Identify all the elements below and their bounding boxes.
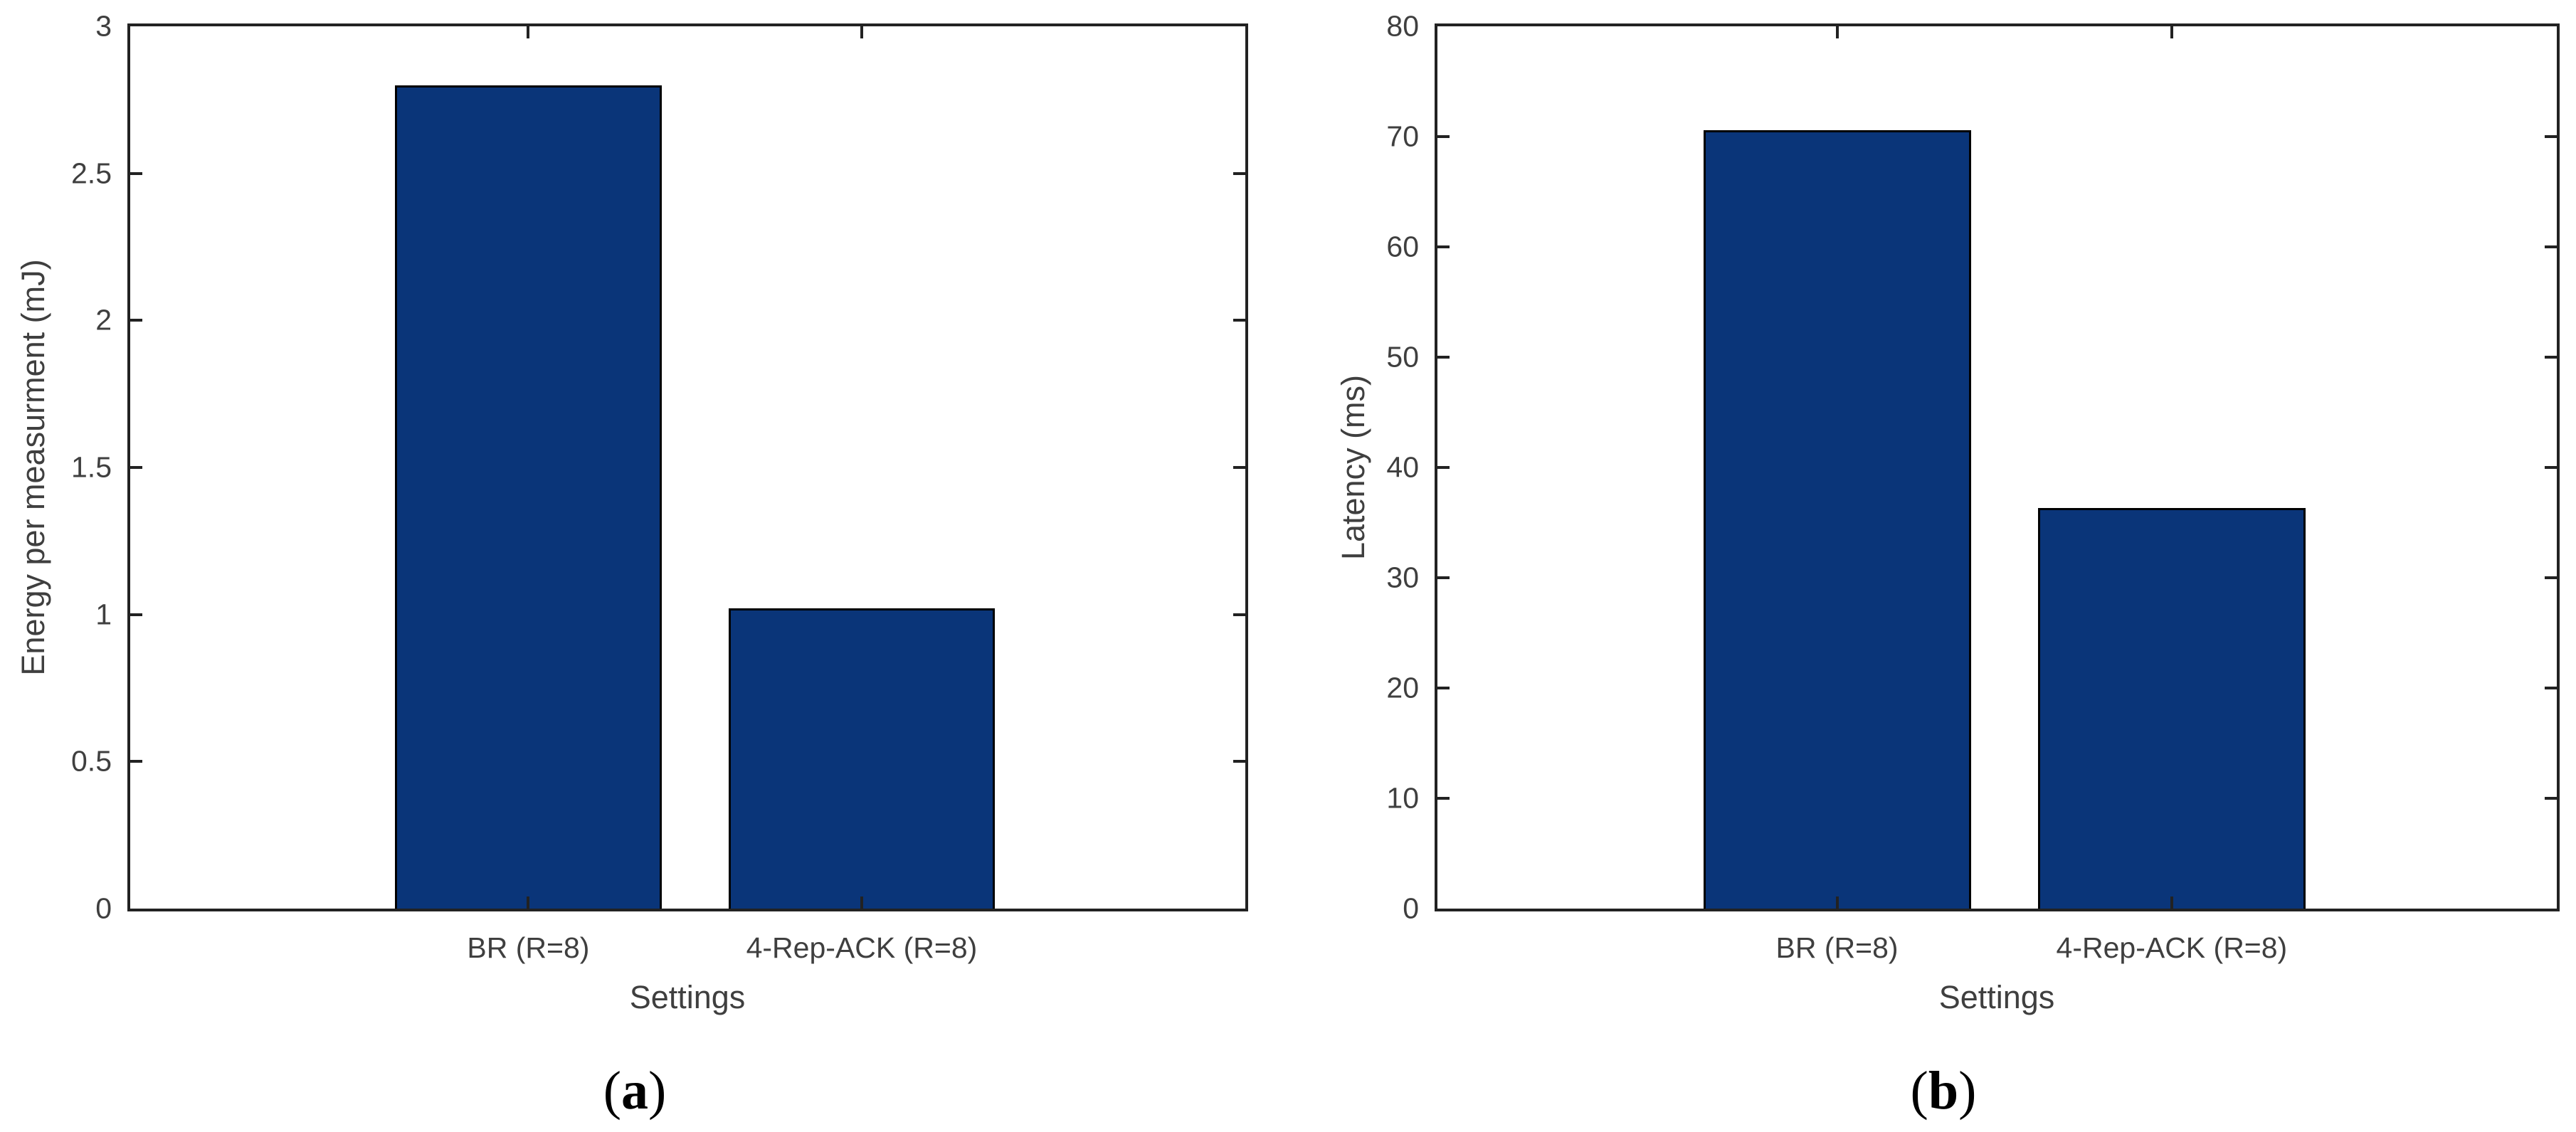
x-tick-mark: [527, 896, 530, 909]
y-tick-mark: [130, 171, 142, 175]
caption-paren-open: (: [1910, 1061, 1928, 1121]
x-axis-label: Settings: [1938, 979, 2055, 1015]
x-tick-label: 4-Rep-ACK (R=8): [746, 931, 978, 964]
y-tick-mark: [130, 760, 142, 763]
y-tick-label: 0: [95, 892, 112, 925]
bar-2: [2037, 508, 2306, 909]
y-tick-label: 3: [95, 9, 112, 43]
y-tick-mark-mirror: [1233, 760, 1245, 763]
x-tick-mark-mirror: [860, 26, 863, 38]
caption-paren-open: (: [603, 1061, 621, 1121]
subfigure-b: Latency (ms) Settings (b) 0 10 20 30 40 50 60 7…: [1288, 0, 2576, 1132]
x-tick-mark-mirror: [1835, 26, 1839, 38]
y-tick-mark-mirror: [1233, 319, 1245, 322]
y-tick-label: 0: [1403, 892, 1419, 925]
plot-area: [127, 23, 1248, 911]
y-tick-mark-mirror: [1233, 466, 1245, 469]
y-tick-mark-mirror: [2545, 135, 2557, 138]
x-tick-mark: [1835, 896, 1839, 909]
bar-2: [728, 608, 996, 909]
y-tick-label: 30: [1386, 561, 1419, 594]
y-tick-label: 80: [1386, 9, 1419, 43]
y-tick-mark-mirror: [2545, 687, 2557, 689]
y-tick-label: 60: [1386, 230, 1419, 263]
y-tick-label: 40: [1386, 450, 1419, 484]
y-tick-label: 10: [1386, 781, 1419, 815]
y-tick-label: 70: [1386, 120, 1419, 153]
x-tick-mark: [2170, 896, 2173, 909]
y-tick-mark: [130, 466, 142, 469]
x-tick-mark-mirror: [2170, 26, 2173, 38]
y-tick-mark-mirror: [2545, 576, 2557, 579]
y-tick-mark: [130, 319, 142, 322]
plot-area: [1435, 23, 2560, 911]
y-tick-mark: [130, 613, 142, 616]
x-axis-label: Settings: [629, 979, 746, 1015]
y-tick-mark: [1437, 245, 1450, 248]
y-tick-label: 2: [95, 303, 112, 337]
caption-paren-close: ): [1958, 1061, 1977, 1121]
y-tick-mark: [1437, 687, 1450, 689]
y-tick-mark: [1437, 797, 1450, 800]
y-tick-mark: [1437, 466, 1450, 469]
subfigure-caption: (b): [1911, 1060, 1977, 1122]
y-tick-label: 2.5: [71, 157, 112, 190]
y-tick-label: 0.5: [71, 744, 112, 778]
y-tick-label: 20: [1386, 671, 1419, 704]
bar-1: [1703, 129, 1971, 909]
y-tick-mark-mirror: [1233, 171, 1245, 175]
x-tick-mark-mirror: [527, 26, 530, 38]
y-tick-mark-mirror: [2545, 245, 2557, 248]
caption-letter: a: [621, 1061, 648, 1121]
caption-letter: b: [1928, 1061, 1959, 1121]
y-tick-label: 50: [1386, 340, 1419, 374]
x-tick-label: BR (R=8): [467, 931, 590, 964]
x-tick-label: 4-Rep-ACK (R=8): [2056, 931, 2288, 964]
subfigure-caption: (a): [603, 1060, 667, 1122]
y-tick-mark: [1437, 576, 1450, 579]
y-tick-mark-mirror: [2545, 356, 2557, 359]
caption-paren-close: ): [648, 1061, 667, 1121]
x-tick-label: BR (R=8): [1775, 931, 1899, 964]
y-tick-mark-mirror: [2545, 466, 2557, 469]
y-tick-mark: [1437, 135, 1450, 138]
y-tick-mark-mirror: [1233, 613, 1245, 616]
bar-1: [395, 85, 662, 909]
y-tick-mark: [1437, 356, 1450, 359]
y-tick-label: 1.5: [71, 450, 112, 484]
y-tick-label: 1: [95, 598, 112, 631]
subfigure-a: Energy per measurment (mJ) Settings (a) …: [15, 9, 1248, 1122]
x-tick-mark: [860, 896, 863, 909]
y-tick-mark-mirror: [2545, 797, 2557, 800]
